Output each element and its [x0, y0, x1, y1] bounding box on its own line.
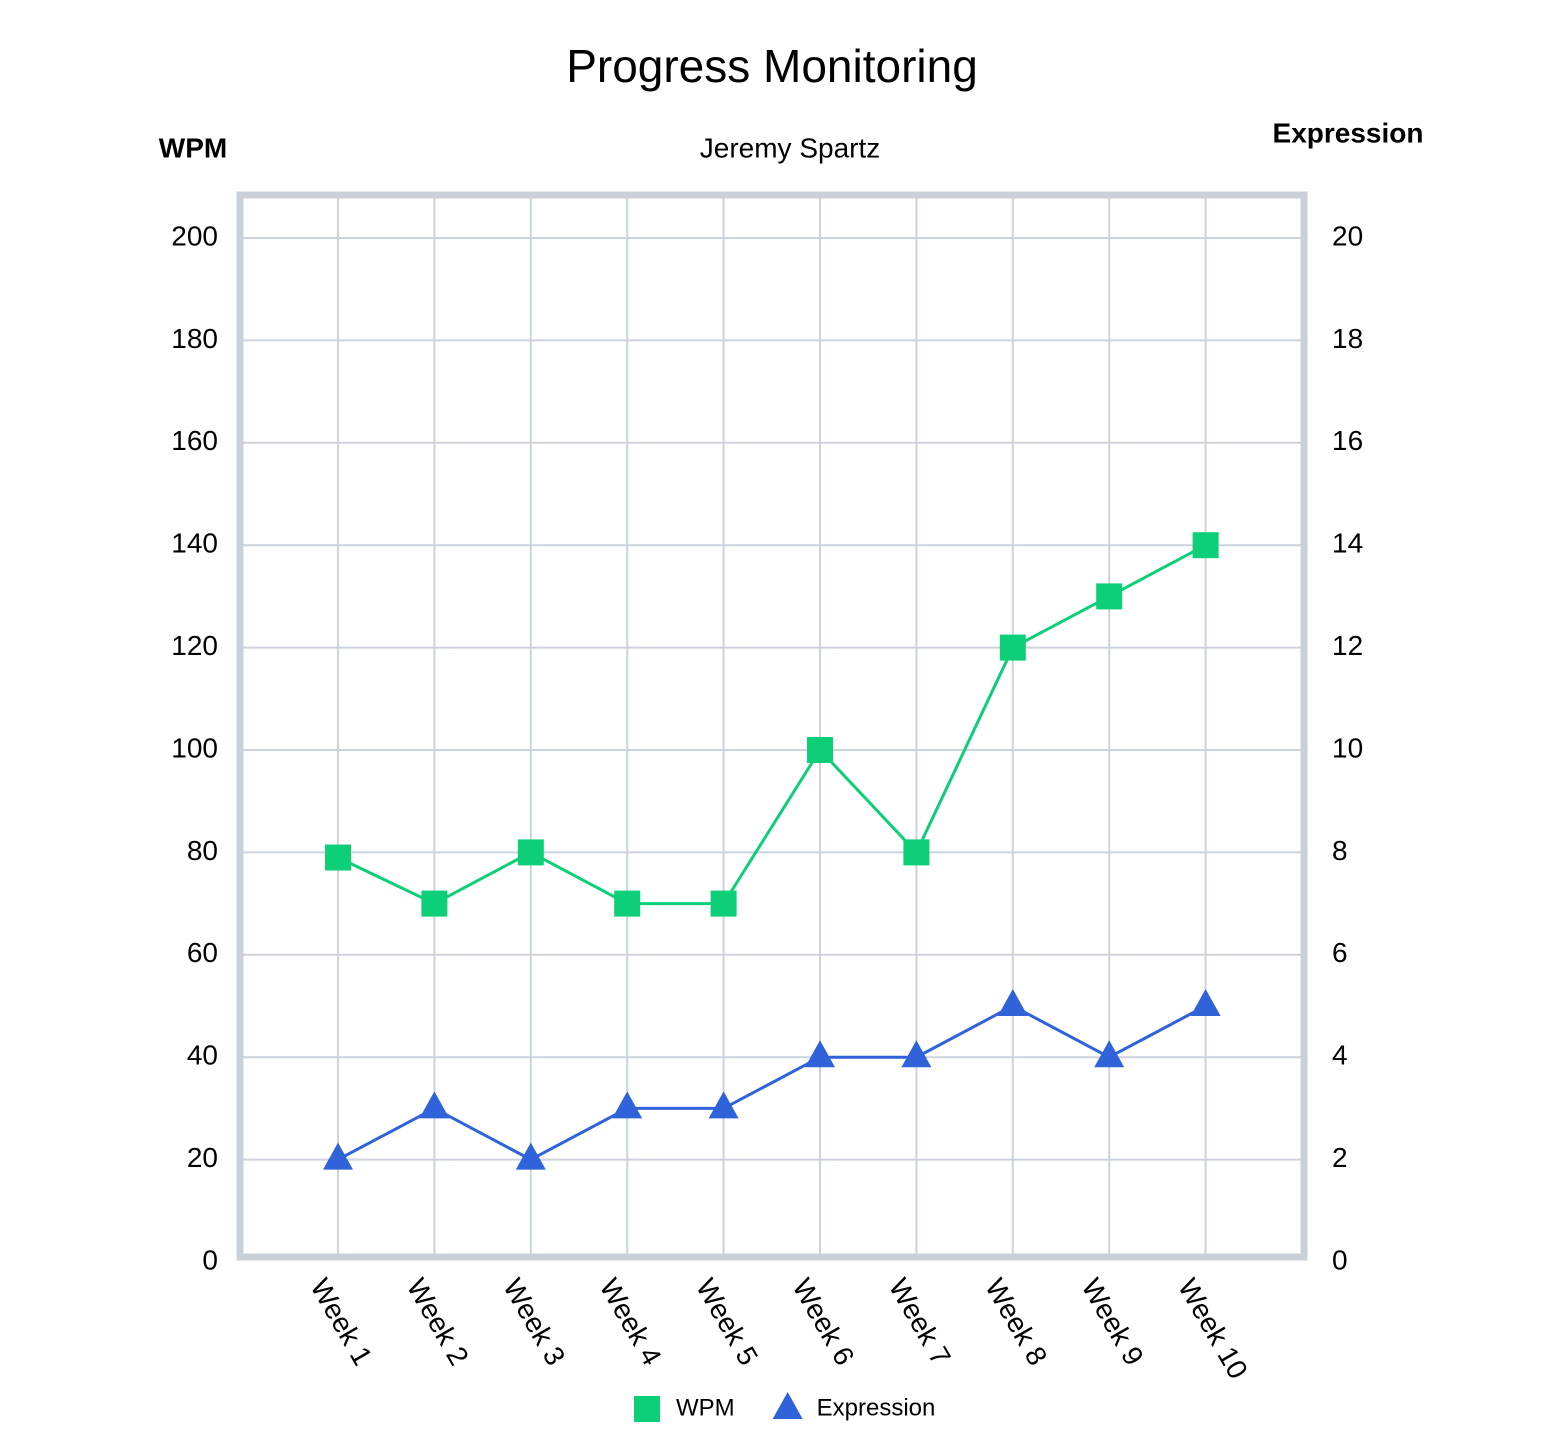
x-tick-label: Week 8	[979, 1273, 1053, 1370]
y2-tick-label: 16	[1332, 425, 1363, 456]
marker	[419, 1091, 450, 1119]
x-tick-label: Week 2	[401, 1273, 475, 1370]
y-tick-label: 60	[187, 937, 218, 968]
marker	[997, 989, 1028, 1016]
y-axis-title: WPM	[159, 132, 227, 163]
x-tick-label: Week 7	[883, 1273, 957, 1370]
legend-marker	[634, 1396, 660, 1422]
y2-tick-label: 2	[1332, 1142, 1348, 1173]
y-tick-label: 0	[202, 1244, 218, 1275]
legend-label: WPM	[676, 1394, 735, 1421]
y-tick-label: 40	[187, 1040, 218, 1071]
marker	[807, 737, 833, 763]
marker	[323, 1142, 353, 1170]
marker	[421, 890, 448, 917]
y2-tick-label: 14	[1332, 528, 1363, 559]
marker	[903, 839, 930, 866]
y2-tick-label: 6	[1332, 937, 1348, 968]
y-tick-label: 80	[187, 835, 218, 866]
legend-marker	[772, 1392, 803, 1419]
y2-tick-label: 18	[1332, 323, 1363, 354]
series-line	[337, 543, 1207, 906]
x-tick-label: Week 5	[690, 1273, 764, 1370]
y-tick-label: 200	[171, 220, 218, 251]
marker	[1192, 532, 1219, 559]
x-tick-label: Week 6	[786, 1273, 860, 1370]
marker	[805, 1040, 835, 1068]
y-tick-label: 120	[171, 630, 218, 661]
x-tick-label: Week 10	[1172, 1273, 1254, 1384]
y2-tick-label: 10	[1332, 732, 1363, 763]
series-line	[337, 1004, 1207, 1162]
x-tick-label: Week 3	[497, 1273, 571, 1370]
y2-tick-label: 0	[1332, 1244, 1348, 1275]
marker	[710, 890, 737, 917]
y2-tick-label: 12	[1332, 630, 1363, 661]
marker	[1096, 583, 1123, 610]
y-tick-label: 20	[187, 1142, 218, 1173]
legend-label: Expression	[817, 1394, 936, 1421]
y2-tick-label: 20	[1332, 220, 1363, 251]
marker	[612, 1091, 643, 1119]
y-tick-label: 140	[171, 528, 218, 559]
x-tick-label: Week 1	[304, 1273, 378, 1370]
marker	[1190, 989, 1221, 1016]
marker	[999, 634, 1026, 661]
plot-frame	[236, 191, 1308, 1261]
y2-tick-label: 4	[1332, 1040, 1348, 1071]
marker	[1094, 1040, 1125, 1068]
marker	[515, 1142, 546, 1170]
marker	[517, 839, 544, 866]
marker	[708, 1091, 739, 1119]
chart-subtitle: Jeremy Spartz	[700, 132, 881, 163]
y-tick-label: 100	[171, 732, 218, 763]
marker	[901, 1040, 932, 1068]
x-tick-label: Week 9	[1076, 1273, 1150, 1370]
y2-axis-title: Expression	[1273, 117, 1424, 148]
chart-title: Progress Monitoring	[566, 40, 978, 92]
y-tick-label: 160	[171, 425, 218, 456]
marker	[614, 890, 641, 917]
y2-tick-label: 8	[1332, 835, 1348, 866]
marker	[325, 844, 351, 871]
y-tick-label: 180	[171, 323, 218, 354]
x-tick-label: Week 4	[594, 1273, 668, 1370]
